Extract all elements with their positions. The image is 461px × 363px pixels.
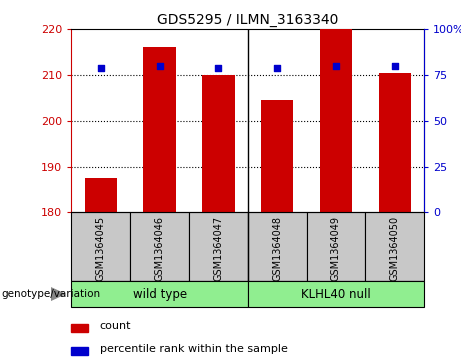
Bar [71,212,130,281]
Bar [307,212,366,281]
Bar [189,212,248,281]
Point [273,65,281,70]
Polygon shape [51,287,65,301]
Bar [261,100,293,212]
Text: GSM1364045: GSM1364045 [96,216,106,281]
Text: GSM1364049: GSM1364049 [331,216,341,281]
Point [156,63,163,69]
Bar [378,73,411,212]
Point [332,63,340,69]
Title: GDS5295 / ILMN_3163340: GDS5295 / ILMN_3163340 [157,13,338,26]
Bar [71,347,89,355]
Text: GSM1364047: GSM1364047 [213,216,224,281]
Text: GSM1364050: GSM1364050 [390,216,400,281]
Text: wild type: wild type [133,287,187,301]
Bar [71,325,89,332]
Bar [143,47,176,212]
Bar [71,281,248,307]
Text: count: count [100,321,131,331]
Bar [85,178,117,212]
Bar [248,212,307,281]
Text: GSM1364048: GSM1364048 [272,216,282,281]
Bar [320,29,352,212]
Point [215,65,222,70]
Text: GSM1364046: GSM1364046 [154,216,165,281]
Text: KLHL40 null: KLHL40 null [301,287,371,301]
Text: genotype/variation: genotype/variation [1,289,100,299]
Point [97,65,105,70]
Text: percentile rank within the sample: percentile rank within the sample [100,344,288,354]
Bar [130,212,189,281]
Bar [248,281,424,307]
Bar [202,75,235,212]
Bar [365,212,424,281]
Point [391,63,398,69]
